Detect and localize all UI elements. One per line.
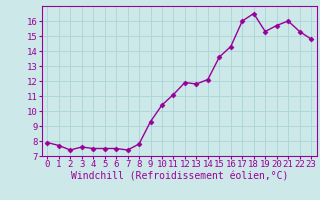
X-axis label: Windchill (Refroidissement éolien,°C): Windchill (Refroidissement éolien,°C): [70, 172, 288, 182]
